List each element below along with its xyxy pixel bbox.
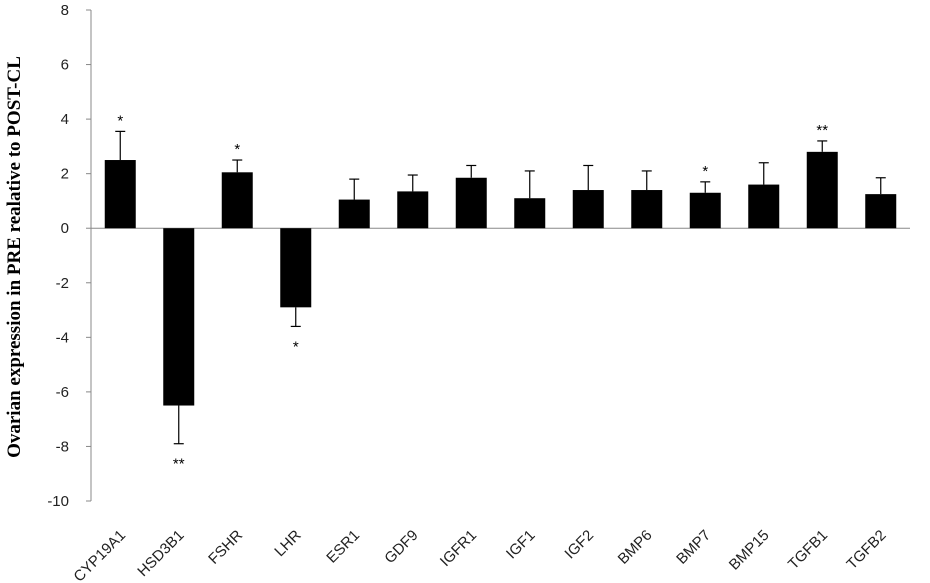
bar-fshr — [221, 172, 253, 229]
bar-tgfb1 — [806, 151, 838, 229]
category-label: BMP7 — [673, 527, 714, 568]
significance-mark: ** — [816, 122, 828, 139]
y-tick-label: 0 — [61, 220, 69, 237]
category-label: ESR1 — [323, 527, 363, 567]
category-label: TGFB2 — [843, 527, 889, 573]
category-label: HSD3B1 — [134, 527, 187, 580]
category-label: CYP19A1 — [70, 527, 129, 583]
bar-gdf9 — [397, 191, 429, 229]
bar-cyp19a1 — [104, 160, 136, 229]
y-tick-label: 6 — [61, 57, 69, 74]
category-label: FSHR — [205, 527, 246, 568]
significance-mark: * — [117, 112, 123, 129]
bar-lhr — [280, 228, 312, 308]
significance-mark: ** — [173, 456, 185, 473]
y-tick-label: -10 — [47, 493, 69, 510]
y-axis-label: Ovarian expression in PRE realative to P… — [4, 56, 25, 458]
y-tick-label: -2 — [56, 275, 69, 292]
significance-mark: * — [234, 141, 240, 158]
category-label: TGFB1 — [785, 527, 831, 573]
category-label: BMP6 — [615, 527, 656, 568]
category-label: LHR — [271, 527, 304, 560]
bar-tgfb2 — [865, 194, 897, 229]
category-labels: CYP19A1 HSD3B1 FSHR LHR ESR1 GDF9 IGFR1 IGF1 IGF… — [70, 527, 889, 583]
bar-bmp7 — [689, 192, 721, 229]
category-label: IGF1 — [503, 527, 539, 563]
bar-hsd3b1 — [163, 228, 195, 406]
bar-esr1 — [338, 199, 370, 229]
category-label: IGF2 — [561, 527, 597, 563]
y-tick-label: 4 — [61, 111, 69, 128]
y-tick-label: -4 — [56, 329, 69, 346]
category-label: BMP15 — [726, 527, 773, 574]
y-tick-label: 2 — [61, 166, 69, 183]
y-tick-label: -6 — [56, 384, 69, 401]
significance-mark: * — [293, 338, 299, 355]
y-tick-label: -8 — [56, 438, 69, 455]
significance-mark: * — [702, 163, 708, 180]
bar-igfr1 — [455, 177, 487, 229]
y-tick-label: 8 — [61, 2, 69, 19]
bar-igf1 — [514, 198, 546, 229]
bars: ******** — [104, 112, 897, 473]
bar-bmp15 — [748, 184, 780, 229]
bar-igf2 — [572, 190, 604, 229]
bar-bmp6 — [631, 190, 663, 229]
category-label: GDF9 — [381, 527, 421, 567]
category-label: IGFR1 — [437, 527, 480, 570]
